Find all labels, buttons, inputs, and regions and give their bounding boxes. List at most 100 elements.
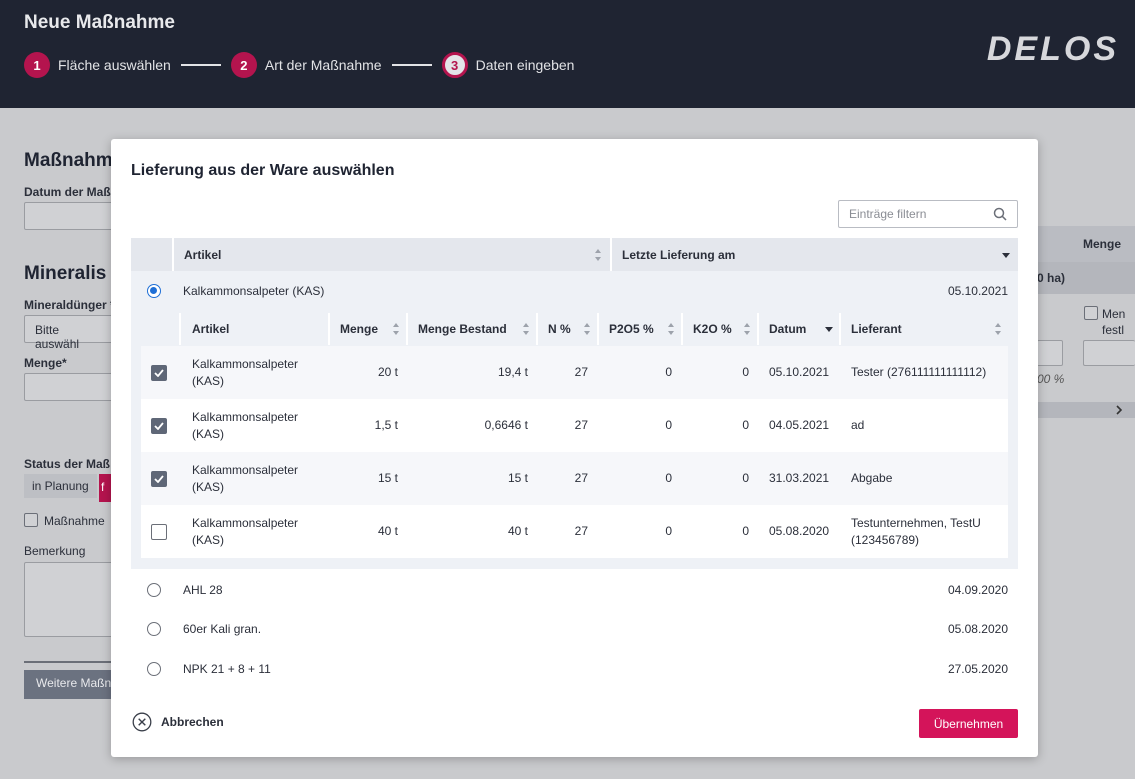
row-checkbox[interactable] (151, 523, 167, 540)
subtable-row[interactable]: Kalkammonsalpeter (KAS) 20 t 19,4 t 27 0… (141, 346, 1008, 399)
subtable-row[interactable]: Kalkammonsalpeter (KAS) 15 t 15 t 27 0 0… (141, 452, 1008, 505)
row-radio[interactable] (147, 284, 161, 298)
sort-icon (995, 323, 1001, 335)
section-heading: Mineralis (24, 263, 107, 284)
right-checkbox[interactable] (1084, 306, 1098, 320)
check-icon (154, 368, 164, 377)
step-label: Daten eingeben (475, 57, 575, 73)
column-header-label: Lieferant (851, 322, 902, 336)
table-row[interactable]: 60er Kali gran. 05.08.2020 (131, 609, 1018, 649)
row-lieferant: Abgabe (851, 452, 1008, 505)
more-measures-button[interactable]: Weitere Maßn (24, 670, 114, 699)
row-artikel: Kalkammonsalpeter (KAS) (192, 452, 332, 505)
column-header-last-delivery[interactable]: Letzte Lieferung am (612, 238, 1018, 271)
step-label: Fläche auswählen (58, 57, 171, 73)
check-icon (154, 474, 164, 483)
row-checkbox[interactable] (151, 417, 167, 434)
step-number: 1 (24, 52, 50, 78)
table-row[interactable]: Kalkammonsalpeter (KAS) 05.10.2021 (131, 271, 1018, 311)
row-artikel-line: (KAS) (192, 373, 225, 388)
column-header-label: Menge Bestand (418, 322, 507, 336)
sub-column-k2o[interactable]: K2O % (683, 313, 759, 345)
right-input[interactable] (1083, 340, 1135, 366)
row-lieferant: Testunternehmen, TestU (123456789) (851, 505, 1008, 558)
row-radio[interactable] (147, 662, 161, 676)
fertilizer-select[interactable]: Bitte auswähl (24, 315, 114, 351)
row-datum: 05.10.2021 (769, 365, 830, 379)
row-artikel-line: Kalkammonsalpeter (192, 409, 299, 424)
sub-column-lieferant[interactable]: Lieferant (841, 313, 1008, 345)
right-table-row: 0 ha) (1037, 262, 1135, 294)
cancel-button[interactable]: Abbrechen (132, 712, 224, 732)
row-bestand: 0,6646 t (484, 418, 528, 432)
table-header: Artikel Letzte Lieferung am (131, 238, 1018, 271)
right-select[interactable] (1037, 340, 1063, 366)
row-artikel: 60er Kali gran. (183, 622, 262, 636)
check-icon (154, 421, 164, 430)
row-lieferant-line: (123456789) (851, 532, 920, 547)
right-checkbox-label: Men (1102, 307, 1126, 321)
app-header: Neue Maßnahme 1 Fläche auswählen 2 Art d… (0, 0, 1135, 108)
subtable-row[interactable]: Kalkammonsalpeter (KAS) 40 t 40 t 27 0 0… (141, 505, 1008, 558)
row-artikel-line: (KAS) (192, 426, 225, 441)
step-number: 2 (230, 52, 257, 78)
row-date: 27.05.2020 (947, 662, 1008, 676)
sub-column-datum[interactable]: Datum (759, 313, 841, 345)
column-header-label: Datum (769, 322, 807, 336)
column-header-label: Artikel (184, 247, 222, 262)
row-p2o5: 0 (665, 418, 672, 432)
measure-checkbox[interactable] (24, 513, 38, 527)
column-header-label: N % (548, 322, 571, 336)
table-row[interactable]: NPK 21 + 8 + 11 27.05.2020 (131, 649, 1018, 689)
subtable-row[interactable]: Kalkammonsalpeter (KAS) 1,5 t 0,6646 t 2… (141, 399, 1008, 452)
filter-box[interactable] (838, 200, 1018, 228)
filter-input[interactable] (839, 201, 979, 227)
right-scrollbar[interactable] (1037, 402, 1135, 418)
amount-label: Menge* (24, 356, 67, 370)
apply-button[interactable]: Übernehmen (919, 709, 1018, 738)
row-artikel: Kalkammonsalpeter (KAS) (192, 505, 332, 558)
right-percent: 00 % (1037, 372, 1065, 386)
status-chip[interactable]: in Planung (24, 474, 97, 498)
sub-column-menge[interactable]: Menge (330, 313, 408, 345)
row-datum: 31.03.2021 (769, 471, 830, 485)
row-menge: 20 t (377, 365, 398, 379)
row-n: 27 (574, 524, 588, 538)
row-n: 27 (574, 471, 588, 485)
row-radio[interactable] (147, 622, 161, 636)
status-chip-active[interactable]: f (99, 474, 111, 502)
row-checkbox[interactable] (151, 364, 167, 381)
sub-column-p2o5[interactable]: P2O5 % (599, 313, 683, 345)
row-bestand: 15 t (507, 471, 528, 485)
column-header-label: Letzte Lieferung am (622, 247, 736, 262)
sort-icon (393, 323, 399, 335)
row-artikel: Kalkammonsalpeter (KAS) (192, 399, 332, 452)
sub-column-n[interactable]: N % (538, 313, 599, 345)
table-row[interactable]: AHL 28 04.09.2020 (131, 570, 1018, 610)
right-table-ha: 0 ha) (1037, 271, 1066, 285)
column-header-artikel[interactable]: Artikel (174, 238, 612, 271)
step-2[interactable]: 2 Art der Maßnahme (230, 52, 382, 78)
search-icon[interactable] (993, 207, 1007, 221)
column-header-label: P2O5 % (609, 322, 654, 336)
row-radio[interactable] (147, 583, 161, 597)
date-field[interactable] (24, 202, 114, 230)
step-1[interactable]: 1 Fläche auswählen (24, 52, 171, 78)
row-checkbox[interactable] (151, 470, 167, 487)
right-table-header: Menge (1037, 226, 1135, 262)
row-lieferant-line: Abgabe (851, 471, 893, 485)
close-circle-icon (132, 712, 152, 732)
remark-textarea[interactable] (24, 562, 114, 637)
row-checkbox-cell (151, 505, 169, 558)
chevron-right-icon (1116, 405, 1123, 415)
row-lieferant-line: ad (851, 418, 865, 432)
row-datum: 05.08.2020 (769, 524, 830, 538)
row-artikel-line: Kalkammonsalpeter (192, 462, 299, 477)
sub-column-artikel[interactable]: Artikel (181, 313, 330, 345)
step-3[interactable]: 3 Daten eingeben (441, 52, 575, 78)
subtable-header: Artikel Menge Menge Bestand N % P2O5 % K… (141, 313, 1008, 345)
sub-column-bestand[interactable]: Menge Bestand (408, 313, 538, 345)
page-title: Neue Maßnahme (24, 12, 175, 33)
row-menge: 40 t (377, 524, 398, 538)
amount-field[interactable] (24, 373, 114, 401)
